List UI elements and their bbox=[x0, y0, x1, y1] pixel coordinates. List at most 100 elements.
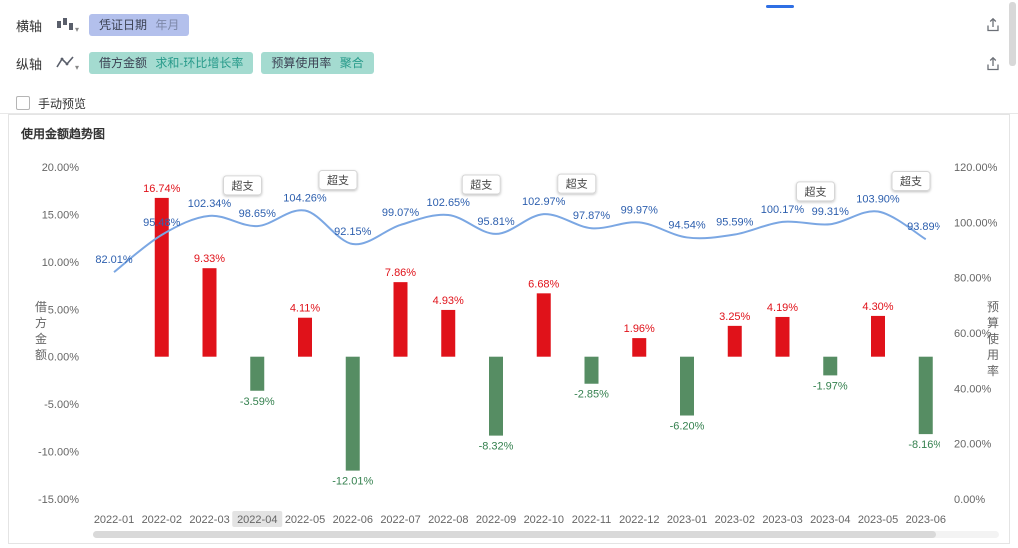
y-axis-field-pill-budget[interactable]: 预算使用率 聚合 bbox=[261, 52, 374, 74]
bar-2022-03[interactable] bbox=[202, 268, 217, 357]
bar-2022-12[interactable] bbox=[632, 338, 647, 357]
x-axis-category-label[interactable]: 2023-01 bbox=[667, 514, 707, 526]
x-axis-category-label[interactable]: 2022-10 bbox=[524, 514, 564, 526]
manual-preview-row: 手动预览 bbox=[16, 90, 86, 116]
x-axis-category-label[interactable]: 2023-04 bbox=[810, 514, 850, 526]
x-axis-category-label[interactable]: 2023-05 bbox=[858, 514, 898, 526]
chevron-down-icon: ▾ bbox=[75, 62, 80, 72]
right-axis-tick: 60.00% bbox=[954, 328, 992, 340]
bar-2022-10[interactable] bbox=[536, 293, 551, 357]
line-value-label: 102.97% bbox=[522, 196, 566, 208]
chevron-down-icon: ▾ bbox=[75, 24, 80, 34]
bar-value-label: 4.30% bbox=[862, 301, 893, 313]
bar-2022-06[interactable] bbox=[345, 356, 360, 471]
right-axis-tick: 0.00% bbox=[954, 494, 985, 506]
right-axis-tick: 20.00% bbox=[954, 439, 992, 451]
line-value-label: 102.34% bbox=[188, 198, 232, 210]
line-value-label: 97.87% bbox=[573, 210, 611, 222]
left-axis-tick: -5.00% bbox=[44, 399, 79, 411]
x-axis-category-label[interactable]: 2023-06 bbox=[906, 514, 946, 526]
overspend-badge: 超支 bbox=[557, 173, 597, 194]
line-value-label: 100.17% bbox=[761, 204, 805, 216]
overspend-badge: 超支 bbox=[796, 181, 835, 202]
line-value-label: 82.01% bbox=[95, 254, 133, 266]
bar-value-label: -1.97% bbox=[813, 380, 848, 392]
vertical-scrollbar[interactable] bbox=[1009, 2, 1016, 66]
x-axis-config-row: 横轴 ▾ 凭证日期 年月 bbox=[16, 12, 197, 38]
x-axis-category-label[interactable]: 2022-04 bbox=[237, 514, 277, 526]
bar-2022-08[interactable] bbox=[441, 309, 456, 357]
bar-2023-01[interactable] bbox=[680, 356, 694, 416]
x-axis-row-label: 横轴 bbox=[16, 18, 43, 34]
x-axis-category-label[interactable]: 2022-09 bbox=[476, 514, 516, 526]
y-axis-field-pill-debit[interactable]: 借方金额 求和-环比增长率 bbox=[89, 52, 254, 74]
overspend-badge-label: 超支 bbox=[805, 184, 827, 198]
bar-value-label: 6.68% bbox=[528, 278, 559, 290]
x-axis-category-label[interactable]: 2023-02 bbox=[715, 514, 755, 526]
bar-value-label: -3.59% bbox=[240, 396, 275, 408]
drag-indicator bbox=[766, 5, 794, 8]
x-axis-category-label[interactable]: 2022-06 bbox=[333, 514, 373, 526]
line-value-label: 95.48% bbox=[143, 217, 181, 229]
line-chart-icon bbox=[56, 55, 74, 67]
line-value-label: 98.65% bbox=[239, 208, 277, 220]
export-icon[interactable] bbox=[985, 17, 1001, 38]
line-value-label: 95.81% bbox=[477, 216, 515, 228]
line-value-label: 93.89% bbox=[907, 221, 945, 233]
bar-value-label: 9.33% bbox=[194, 253, 225, 265]
bar-2022-05[interactable] bbox=[298, 317, 312, 357]
bar-value-label: 7.86% bbox=[385, 267, 416, 279]
x-axis-chart-type-selector[interactable]: ▾ bbox=[56, 17, 79, 34]
horizontal-scrollbar[interactable] bbox=[93, 531, 999, 538]
bar-value-label: 16.74% bbox=[143, 183, 181, 195]
bar-2023-02[interactable] bbox=[727, 325, 742, 357]
export-icon[interactable] bbox=[985, 56, 1001, 77]
field-name: 预算使用率 bbox=[271, 56, 332, 70]
left-axis-tick: -10.00% bbox=[38, 447, 79, 459]
bar-2023-05[interactable] bbox=[871, 315, 885, 357]
x-axis-category-label[interactable]: 2022-02 bbox=[142, 514, 182, 526]
bar-2022-04[interactable] bbox=[250, 356, 265, 391]
bar-2022-07[interactable] bbox=[393, 282, 408, 357]
bar-value-label: 1.96% bbox=[624, 323, 655, 335]
bar-2022-11[interactable] bbox=[584, 356, 599, 384]
x-axis-category-label[interactable]: 2022-05 bbox=[285, 514, 325, 526]
bar-value-label: 4.11% bbox=[290, 303, 321, 315]
horizontal-scrollbar-thumb[interactable] bbox=[93, 531, 936, 538]
line-value-label: 94.54% bbox=[668, 219, 706, 231]
x-axis-category-label[interactable]: 2022-07 bbox=[380, 514, 420, 526]
x-axis-category-label[interactable]: 2022-01 bbox=[94, 514, 134, 526]
x-label-highlight bbox=[232, 511, 283, 527]
line-value-label: 99.97% bbox=[621, 204, 659, 216]
overspend-badge: 超支 bbox=[891, 171, 931, 192]
bar-value-label: -6.20% bbox=[670, 421, 705, 433]
bar-value-label: 3.25% bbox=[719, 311, 750, 323]
x-axis-category-label[interactable]: 2022-03 bbox=[189, 514, 229, 526]
x-axis-category-label[interactable]: 2022-12 bbox=[619, 514, 659, 526]
bar-2023-03[interactable] bbox=[775, 316, 790, 357]
budget-usage-line[interactable] bbox=[113, 209, 927, 273]
left-axis-tick: 10.00% bbox=[42, 257, 80, 269]
right-axis-tick: 120.00% bbox=[954, 162, 998, 174]
bar-value-label: 4.93% bbox=[433, 295, 464, 307]
line-value-label: 99.31% bbox=[812, 206, 850, 218]
x-axis-category-label[interactable]: 2022-08 bbox=[428, 514, 468, 526]
bar-value-label: -8.16% bbox=[908, 439, 943, 451]
chart-card: 使用金额趋势图 20.00% 15.00% 10.00% 5.00% 0.00% -5.0… bbox=[8, 114, 1010, 544]
left-axis-title: 借方金额 bbox=[35, 300, 47, 362]
left-axis-tick: 0.00% bbox=[48, 352, 79, 364]
right-axis-tick: 80.00% bbox=[954, 273, 992, 285]
bar-2023-04[interactable] bbox=[823, 356, 838, 376]
y-axis-chart-type-selector[interactable]: ▾ bbox=[56, 55, 79, 72]
x-axis-category-label[interactable]: 2022-11 bbox=[572, 514, 612, 526]
y-axis-row-label: 纵轴 bbox=[16, 56, 43, 72]
bar-2022-09[interactable] bbox=[489, 356, 503, 436]
x-axis-category-label[interactable]: 2023-03 bbox=[762, 514, 802, 526]
bar-2023-06[interactable] bbox=[918, 356, 933, 435]
left-axis-tick: 20.00% bbox=[42, 162, 80, 174]
overspend-badge-label: 超支 bbox=[900, 174, 922, 188]
manual-preview-checkbox[interactable] bbox=[16, 96, 30, 110]
bar-value-label: -12.01% bbox=[332, 476, 373, 488]
right-axis-title: 预算使用率 bbox=[987, 300, 999, 378]
x-axis-field-pill[interactable]: 凭证日期 年月 bbox=[89, 14, 190, 36]
